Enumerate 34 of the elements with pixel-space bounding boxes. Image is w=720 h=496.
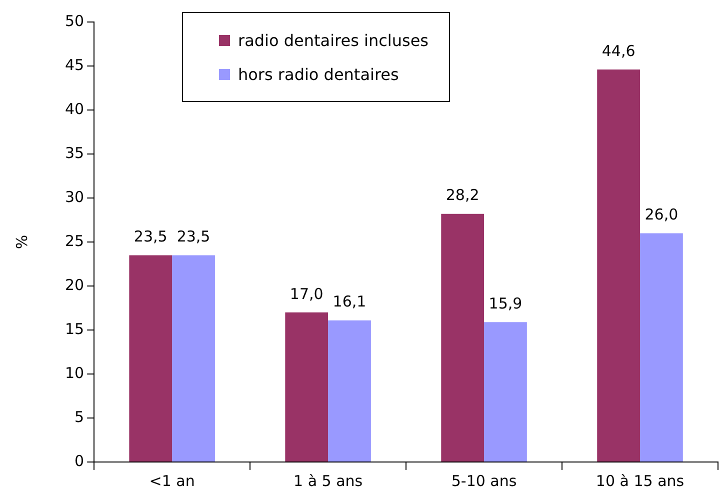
legend-label: radio dentaires incluses xyxy=(238,30,428,50)
bar xyxy=(285,312,328,462)
x-tick-label: <1 an xyxy=(149,472,195,490)
y-axis-title: % xyxy=(12,234,31,250)
x-tick-label: 10 à 15 ans xyxy=(596,472,684,490)
bar xyxy=(441,214,484,462)
y-tick-label: 10 xyxy=(64,364,84,382)
y-tick-label: 45 xyxy=(64,56,84,74)
data-label: 44,6 xyxy=(602,42,636,60)
data-label: 17,0 xyxy=(290,284,324,303)
y-tick-label: 25 xyxy=(64,232,84,250)
y-tick-label: 50 xyxy=(64,12,84,30)
bar xyxy=(597,70,640,462)
y-tick-label: 5 xyxy=(74,408,84,426)
y-tick-label: 40 xyxy=(64,100,84,118)
data-label: 28,2 xyxy=(446,186,480,204)
y-tick-label: 30 xyxy=(64,188,84,206)
y-tick-label: 35 xyxy=(64,144,84,162)
data-label: 26,0 xyxy=(644,206,678,224)
y-tick-label: 20 xyxy=(64,276,84,294)
legend-label: hors radio dentaires xyxy=(238,64,399,84)
data-label: 16,1 xyxy=(332,292,366,311)
bar xyxy=(172,255,215,462)
data-label: 15,9 xyxy=(488,294,522,312)
x-tick-label: 5-10 ans xyxy=(451,472,517,490)
data-label: 23,5 xyxy=(134,228,168,246)
x-tick-label: 1 à 5 ans xyxy=(294,472,363,490)
bar xyxy=(640,233,683,462)
bar xyxy=(129,255,172,462)
bar xyxy=(328,320,371,462)
y-tick-label: 0 xyxy=(74,452,84,470)
bar xyxy=(484,322,527,462)
data-label: 23,5 xyxy=(176,228,210,246)
y-tick-label: 15 xyxy=(64,320,84,338)
